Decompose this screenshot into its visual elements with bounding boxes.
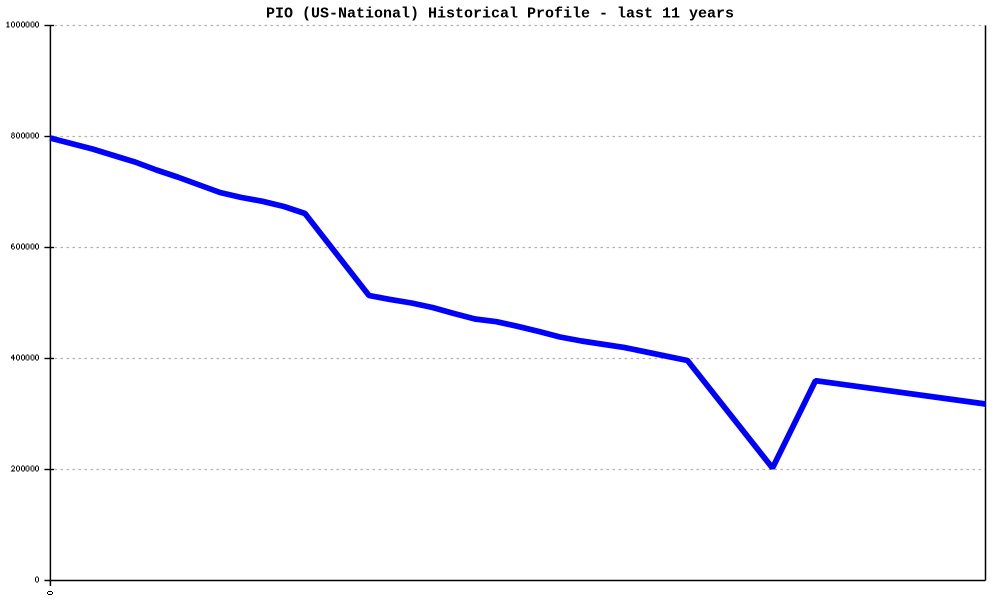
svg-text:PIO (US-National) Historical P: PIO (US-National) Historical Profile - l… — [266, 6, 734, 23]
